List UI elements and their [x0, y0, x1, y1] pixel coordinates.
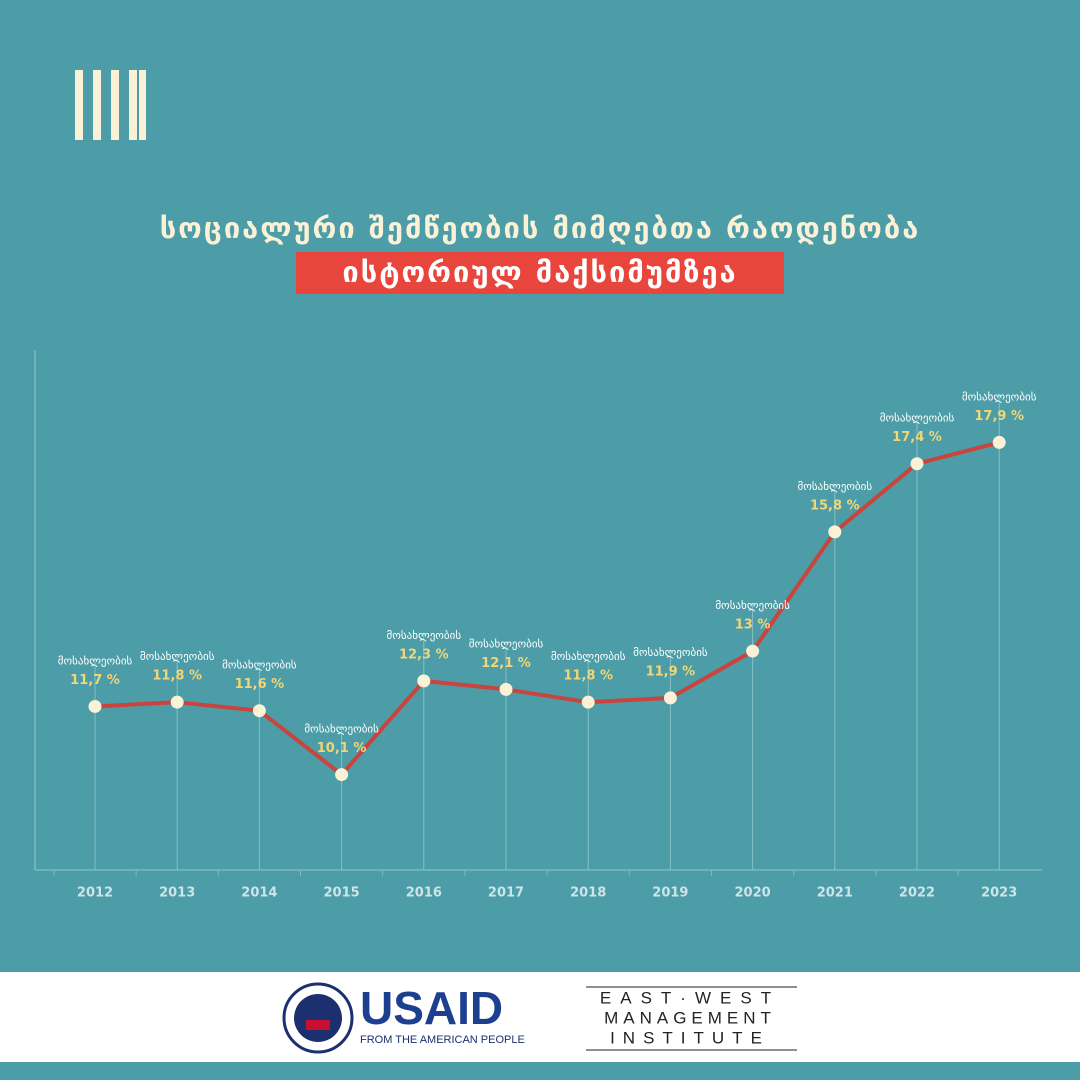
value-label: 11,8 % — [152, 669, 202, 684]
value-label: 17,4 % — [892, 430, 942, 445]
x-tick-label: 2012 — [77, 886, 113, 901]
data-point — [663, 691, 677, 705]
value-label: 15,8 % — [810, 498, 860, 513]
usaid-wordmark: USAID — [360, 982, 503, 1034]
x-tick-label: 2018 — [570, 886, 606, 901]
data-point — [992, 435, 1006, 449]
x-tick-label: 2021 — [817, 886, 853, 901]
data-point — [170, 695, 184, 709]
x-tick-label: 2020 — [735, 886, 771, 901]
point-caption: მოსახლეობის — [58, 654, 133, 667]
x-tick-label: 2016 — [406, 886, 442, 901]
data-point — [88, 699, 102, 713]
data-point — [335, 768, 349, 782]
data-point — [828, 525, 842, 539]
value-label: 13 % — [735, 618, 771, 633]
ewmi-line: INSTITUTE — [610, 1028, 770, 1047]
x-tick-label: 2022 — [899, 886, 935, 901]
value-label: 12,1 % — [481, 656, 531, 671]
point-caption: მოსახლეობის — [880, 412, 955, 425]
point-caption: მოსახლეობის — [551, 650, 626, 663]
value-label: 11,7 % — [70, 673, 120, 688]
usaid-tagline: FROM THE AMERICAN PEOPLE — [360, 1034, 525, 1046]
chart-title: სოციალური შემწეობის მიმღებთა რაოდენობა — [160, 211, 921, 245]
x-tick-label: 2019 — [652, 886, 688, 901]
x-tick-label: 2017 — [488, 886, 524, 901]
value-label: 17,9 % — [974, 409, 1024, 424]
data-point — [252, 704, 266, 718]
data-point — [581, 695, 595, 709]
usaid-seal — [282, 982, 354, 1054]
ewmi-line: MANAGEMENT — [604, 1008, 776, 1027]
data-point — [499, 682, 513, 696]
data-point — [417, 674, 431, 688]
value-label: 11,8 % — [563, 669, 613, 684]
data-point — [910, 457, 924, 471]
value-label: 12,3 % — [399, 647, 449, 662]
x-tick-label: 2013 — [159, 886, 195, 901]
subtitle-box — [296, 252, 784, 294]
point-caption: მოსახლეობის — [140, 650, 215, 663]
value-label: 10,1 % — [317, 741, 367, 756]
value-label: 11,9 % — [646, 664, 696, 679]
value-label: 11,6 % — [235, 677, 285, 692]
x-tick-label: 2023 — [981, 886, 1017, 901]
point-caption: მოსახლეობის — [304, 723, 379, 736]
x-tick-label: 2015 — [324, 886, 360, 901]
data-point — [746, 644, 760, 658]
point-caption: მოსახლეობის — [715, 599, 790, 612]
point-caption: მოსახლეობის — [469, 637, 544, 650]
point-caption: მოსახლეობის — [222, 659, 297, 672]
footer-band — [0, 972, 1080, 1062]
x-tick-label: 2014 — [241, 886, 277, 901]
point-caption: მოსახლეობის — [798, 480, 873, 493]
point-caption: მოსახლეობის — [962, 390, 1037, 403]
chart-subtitle: ისტორიულ მაქსიმუმზეა — [342, 255, 737, 289]
point-caption: მოსახლეობის — [387, 629, 462, 642]
data-line — [94, 440, 1000, 777]
ewmi-line: EAST·WEST — [600, 988, 780, 1007]
point-caption: მოსახლეობის — [633, 646, 708, 659]
logo — [75, 70, 146, 140]
